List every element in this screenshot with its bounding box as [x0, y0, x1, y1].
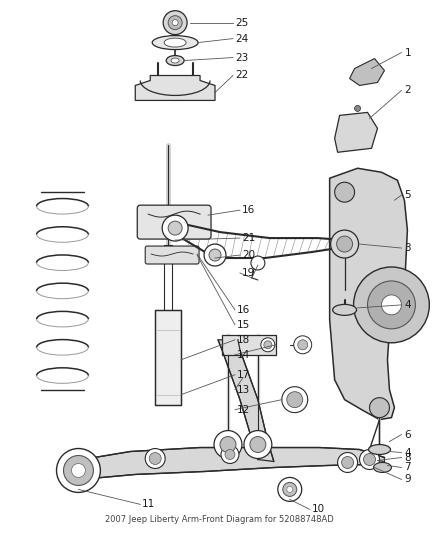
Text: 4: 4: [404, 448, 411, 457]
Circle shape: [335, 182, 355, 202]
Circle shape: [283, 482, 297, 496]
Text: 16: 16: [237, 305, 250, 315]
Text: 3: 3: [404, 243, 411, 253]
Circle shape: [294, 336, 312, 354]
Circle shape: [360, 449, 379, 470]
Ellipse shape: [370, 461, 385, 469]
Text: 17: 17: [237, 370, 250, 379]
Circle shape: [220, 437, 236, 453]
Text: 11: 11: [142, 499, 155, 510]
Text: 2: 2: [404, 85, 411, 95]
Polygon shape: [222, 335, 276, 355]
Circle shape: [331, 230, 359, 258]
Circle shape: [367, 281, 415, 329]
Circle shape: [364, 454, 375, 465]
Circle shape: [342, 456, 353, 469]
Circle shape: [338, 453, 357, 472]
Circle shape: [168, 15, 182, 30]
Circle shape: [168, 221, 182, 235]
Text: 2007 Jeep Liberty Arm-Front Diagram for 52088748AD: 2007 Jeep Liberty Arm-Front Diagram for …: [105, 515, 333, 524]
Circle shape: [209, 249, 221, 261]
Text: 4: 4: [404, 300, 411, 310]
Text: 5: 5: [404, 190, 411, 200]
Text: 7: 7: [404, 463, 411, 472]
Polygon shape: [335, 112, 378, 152]
Text: 15: 15: [237, 320, 250, 330]
Text: 10: 10: [312, 504, 325, 514]
Polygon shape: [135, 76, 215, 100]
Text: 14: 14: [237, 350, 250, 360]
Polygon shape: [218, 340, 274, 462]
Circle shape: [225, 449, 235, 459]
Circle shape: [214, 431, 242, 458]
Text: 8: 8: [404, 453, 411, 463]
Polygon shape: [350, 59, 385, 85]
Circle shape: [163, 11, 187, 35]
Ellipse shape: [332, 304, 357, 316]
Text: 13: 13: [237, 385, 250, 394]
Circle shape: [204, 244, 226, 266]
Circle shape: [149, 453, 161, 464]
Ellipse shape: [164, 38, 186, 47]
FancyBboxPatch shape: [145, 246, 199, 264]
Circle shape: [370, 398, 389, 417]
Text: 24: 24: [235, 34, 248, 44]
Circle shape: [337, 236, 353, 252]
Circle shape: [287, 487, 293, 492]
Circle shape: [71, 464, 85, 478]
Circle shape: [287, 392, 303, 408]
Ellipse shape: [166, 55, 184, 66]
Circle shape: [264, 341, 272, 349]
Circle shape: [162, 215, 188, 241]
Text: 18: 18: [237, 335, 250, 345]
Circle shape: [64, 456, 93, 486]
Circle shape: [221, 446, 239, 464]
Text: 19: 19: [242, 268, 255, 278]
Text: 16: 16: [242, 205, 255, 215]
Circle shape: [251, 256, 265, 270]
Ellipse shape: [171, 58, 179, 63]
Circle shape: [244, 431, 272, 458]
Text: 9: 9: [404, 474, 411, 484]
Ellipse shape: [368, 445, 390, 455]
Text: 23: 23: [235, 53, 248, 62]
Circle shape: [282, 386, 308, 413]
Polygon shape: [71, 448, 385, 480]
Ellipse shape: [374, 463, 392, 472]
Ellipse shape: [152, 36, 198, 50]
Circle shape: [298, 340, 308, 350]
Circle shape: [250, 437, 266, 453]
Circle shape: [355, 106, 360, 111]
Text: 6: 6: [404, 430, 411, 440]
Circle shape: [172, 20, 178, 26]
Circle shape: [278, 478, 302, 502]
Polygon shape: [155, 310, 181, 405]
Text: 22: 22: [235, 70, 248, 80]
Circle shape: [57, 449, 100, 492]
Circle shape: [381, 295, 401, 315]
Text: 1: 1: [404, 47, 411, 58]
Text: 21: 21: [242, 233, 255, 243]
Circle shape: [353, 267, 429, 343]
Text: 12: 12: [237, 405, 250, 415]
Circle shape: [145, 449, 165, 469]
Polygon shape: [330, 168, 407, 419]
Text: 25: 25: [235, 18, 248, 28]
Circle shape: [261, 338, 275, 352]
FancyBboxPatch shape: [137, 205, 211, 239]
Text: 20: 20: [242, 250, 255, 260]
